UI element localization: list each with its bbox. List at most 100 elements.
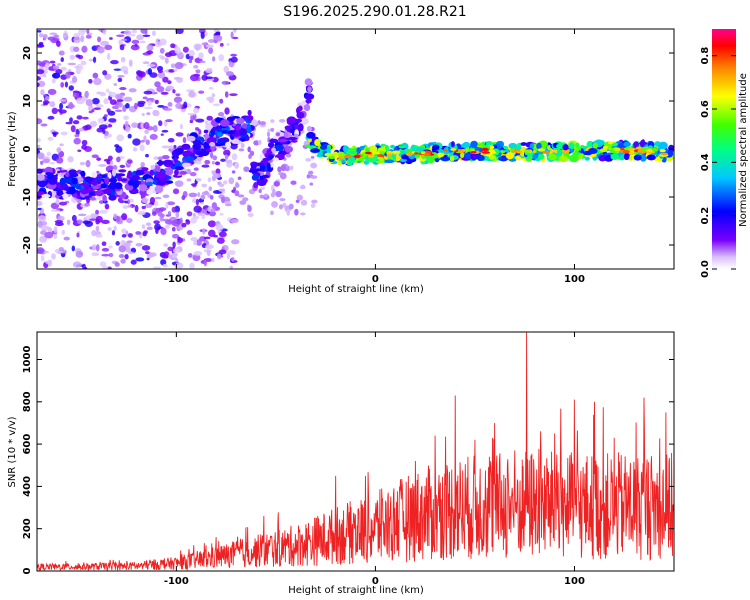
spectrogram-noise-blob [140, 161, 145, 168]
spectrogram-noise-blob [231, 153, 238, 161]
spectrogram-noise-blob [175, 102, 183, 109]
spectrogram-noise-blob [98, 29, 104, 32]
spectrogram-ridge-blob [586, 140, 594, 148]
spectrogram-noise-blob [81, 45, 88, 53]
spectrogram-noise-blob [216, 253, 222, 260]
spectrogram-ridge-blob [450, 145, 456, 150]
spectrogram-noise-blob [146, 226, 153, 231]
spectrogram-noise-blob [173, 144, 177, 149]
spectrogram-noise-blob [67, 62, 77, 66]
spectrogram-ridge-blob [640, 154, 647, 162]
spectrogram-noise-blob [56, 147, 62, 153]
spectrogram-noise-blob [76, 232, 80, 238]
spectrogram-noise-blob [231, 256, 235, 262]
spectrogram-noise-blob [81, 139, 88, 146]
spectrogram-noise-blob [175, 93, 181, 97]
spectrogram-ridge-blob [278, 138, 289, 143]
spectrogram-noise-blob [54, 219, 64, 224]
spectrogram-noise-blob [40, 225, 50, 231]
spectrogram-noise-blob [154, 41, 162, 48]
spectrogram-noise-blob [99, 91, 106, 97]
spectrogram-noise-blob [203, 236, 211, 240]
spectrogram-noise-blob [82, 125, 89, 131]
spectrogram-noise-blob [145, 222, 152, 227]
spectrogram-ridge-blob [100, 183, 107, 189]
spectrogram-ridge-blob [231, 133, 240, 137]
spectrogram-noise-blob [192, 215, 200, 219]
spectrogram-ridge-peak [324, 152, 333, 157]
spectrogram-ridge-blob [532, 153, 537, 160]
spectrogram-ridge-peak [423, 153, 431, 157]
spectrogram-noise-blob [280, 164, 287, 172]
spectrogram-noise-blob [300, 212, 306, 216]
spectrogram-ridge-blob [287, 136, 298, 141]
spectrogram-ridge-blob [266, 162, 271, 171]
spectrogram-noise-blob [98, 164, 107, 167]
spectrogram-ridge-peak [414, 152, 419, 155]
spectrogram-noise-blob [221, 80, 230, 85]
spectrogram-ridge-blob [284, 125, 293, 131]
spectrogram-noise-blob [164, 52, 173, 58]
spectrogram-ridge-blob [498, 156, 508, 162]
spectrogram-noise-blob [44, 231, 54, 239]
spectrogram-noise-blob [132, 147, 138, 152]
spectrogram-noise-blob [80, 60, 87, 66]
spectrogram-noise-blob [47, 259, 53, 267]
spectrogram-ridge-blob [226, 116, 235, 122]
spectrogram-noise-blob [74, 66, 80, 69]
spectrogram-noise-blob [175, 211, 180, 219]
spectrogram-noise-blob [146, 112, 151, 116]
spectrogram-noise-blob [111, 230, 116, 236]
spectrogram-noise-blob [95, 104, 104, 108]
spectrogram-noise-blob [164, 220, 174, 225]
spectrogram-ridge-blob [610, 153, 620, 160]
spectrogram-noise-blob [193, 251, 203, 256]
spectrogram-noise-blob [72, 261, 82, 268]
spectrogram-noise-blob [123, 30, 132, 35]
spectrogram-noise-blob [124, 253, 129, 260]
spectrogram-noise-blob [72, 120, 80, 125]
spectrogram-noise-blob [193, 43, 203, 51]
spectrogram-ridge-blob [299, 117, 309, 125]
spectrogram-noise-blob [203, 259, 207, 267]
spectrogram-ridge-peak [537, 148, 546, 152]
spectrogram-noise-blob [118, 101, 123, 108]
spectrogram-noise-blob [89, 120, 98, 128]
spectrogram-noise-blob [300, 199, 308, 206]
spectrogram-noise-blob [127, 33, 136, 37]
colorbar-tick-label: 0.0 [700, 260, 711, 278]
y-tick-label: 10 [22, 94, 33, 108]
spectrogram-ridge-blob [432, 144, 440, 151]
spectrogram-noise-blob [141, 197, 149, 204]
colorbar: 0.0 0.2 0.4 0.6 0.8 Normalized spectral ampl… [700, 29, 749, 278]
spectrogram-noise-blob [82, 116, 89, 120]
spectrogram-noise-blob [84, 202, 90, 207]
spectrogram-ridge-blob [623, 153, 630, 161]
spectrogram-ridge-blob [184, 155, 195, 163]
spectrogram-ridge-blob [304, 93, 315, 100]
spectrogram-noise-blob [84, 90, 89, 98]
y-tick-label: -20 [22, 236, 33, 254]
spectrogram-noise-blob [182, 137, 187, 144]
spectrogram-ridge-blob [536, 142, 542, 150]
spectrogram-noise-blob [89, 218, 97, 222]
spectrogram-ridge-blob [575, 146, 580, 153]
spectrogram-noise-blob [146, 50, 154, 55]
spectrogram-ridge-blob [45, 172, 52, 176]
spectrogram-noise-blob [49, 60, 56, 64]
spectrogram-ridge-blob [65, 172, 70, 178]
spectrogram-ridge-peak [377, 154, 385, 158]
spectrogram-ridge-blob [245, 127, 253, 134]
spectrogram-noise-blob [142, 34, 151, 38]
spectrogram-ridge-blob [342, 145, 349, 153]
spectrogram-ridge-blob [296, 111, 305, 119]
spectrogram-noise-blob [179, 123, 183, 130]
spectrogram-ridge-peak [379, 150, 385, 154]
spectrogram-noise-blob [143, 122, 150, 130]
spectrogram-ridge-peak [450, 148, 457, 151]
spectrogram-ridge-peak [442, 149, 449, 152]
spectrogram-noise-blob [250, 119, 258, 126]
spectrogram-noise-blob [195, 126, 200, 131]
spectrogram-noise-blob [155, 228, 159, 235]
